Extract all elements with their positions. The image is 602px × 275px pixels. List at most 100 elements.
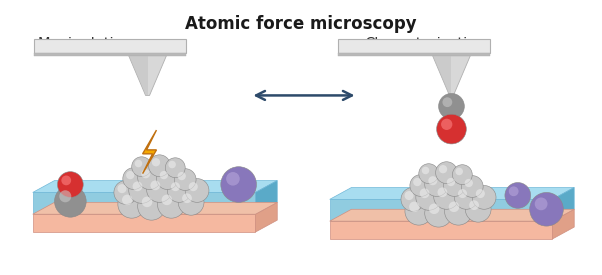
Circle shape <box>142 197 152 207</box>
Circle shape <box>126 171 134 179</box>
Circle shape <box>146 177 172 202</box>
Circle shape <box>410 175 432 196</box>
Circle shape <box>433 183 459 209</box>
Polygon shape <box>330 221 553 239</box>
Polygon shape <box>330 209 574 221</box>
Polygon shape <box>255 181 278 214</box>
Polygon shape <box>330 199 553 221</box>
Circle shape <box>167 178 191 202</box>
Circle shape <box>405 191 414 200</box>
Circle shape <box>416 185 441 210</box>
Circle shape <box>178 172 186 180</box>
Circle shape <box>425 199 453 227</box>
Circle shape <box>175 169 196 191</box>
Circle shape <box>150 180 160 190</box>
Circle shape <box>461 176 483 197</box>
Circle shape <box>441 119 452 130</box>
Polygon shape <box>33 202 278 214</box>
Circle shape <box>117 184 126 193</box>
Circle shape <box>221 167 256 202</box>
Polygon shape <box>433 56 470 95</box>
Circle shape <box>453 165 472 185</box>
Circle shape <box>182 193 192 203</box>
Circle shape <box>505 183 530 208</box>
Circle shape <box>122 195 132 205</box>
Circle shape <box>114 181 138 204</box>
Circle shape <box>169 161 176 168</box>
Circle shape <box>428 176 437 185</box>
Circle shape <box>472 186 496 209</box>
Circle shape <box>123 168 144 189</box>
Circle shape <box>152 158 160 166</box>
Polygon shape <box>553 188 574 221</box>
Circle shape <box>189 182 198 191</box>
Circle shape <box>178 189 204 215</box>
Text: Atomic force microscopy: Atomic force microscopy <box>185 15 417 33</box>
Polygon shape <box>433 56 452 95</box>
Circle shape <box>455 186 478 209</box>
Circle shape <box>439 94 464 119</box>
Circle shape <box>141 169 150 178</box>
Polygon shape <box>33 181 278 192</box>
Polygon shape <box>33 192 255 214</box>
Circle shape <box>535 197 547 210</box>
Polygon shape <box>129 56 147 95</box>
Circle shape <box>425 173 448 196</box>
Circle shape <box>530 192 563 226</box>
Circle shape <box>436 162 458 183</box>
Circle shape <box>405 197 433 225</box>
Circle shape <box>149 155 170 177</box>
Circle shape <box>436 114 467 144</box>
Polygon shape <box>338 53 490 56</box>
Circle shape <box>118 191 146 218</box>
Circle shape <box>419 164 439 183</box>
Circle shape <box>59 190 71 202</box>
Circle shape <box>442 97 452 107</box>
Polygon shape <box>34 39 186 53</box>
Circle shape <box>158 191 185 218</box>
Circle shape <box>409 202 420 212</box>
Circle shape <box>138 166 161 189</box>
Polygon shape <box>34 53 186 56</box>
Polygon shape <box>33 214 255 232</box>
Circle shape <box>132 182 143 191</box>
Circle shape <box>439 165 447 173</box>
Circle shape <box>55 186 86 217</box>
Circle shape <box>226 172 240 186</box>
Circle shape <box>465 179 473 187</box>
Circle shape <box>185 178 209 202</box>
Circle shape <box>448 202 459 212</box>
Polygon shape <box>330 188 574 199</box>
Circle shape <box>456 168 463 175</box>
Circle shape <box>129 178 155 203</box>
Circle shape <box>57 172 83 197</box>
Circle shape <box>401 188 425 211</box>
Circle shape <box>444 175 465 196</box>
Circle shape <box>429 204 439 214</box>
Circle shape <box>469 200 479 210</box>
Circle shape <box>476 189 485 198</box>
Text: Manipulation: Manipulation <box>38 37 132 52</box>
Circle shape <box>413 178 421 186</box>
Circle shape <box>447 178 455 186</box>
Circle shape <box>171 182 180 191</box>
Circle shape <box>135 160 142 167</box>
Polygon shape <box>143 130 157 174</box>
Circle shape <box>157 168 178 189</box>
Circle shape <box>160 171 168 179</box>
Polygon shape <box>129 56 166 95</box>
Circle shape <box>161 195 172 205</box>
Circle shape <box>509 186 518 196</box>
Circle shape <box>138 192 166 220</box>
Polygon shape <box>338 39 490 53</box>
Circle shape <box>465 196 491 222</box>
Text: Characterization: Characterization <box>364 37 486 52</box>
Circle shape <box>458 189 467 198</box>
Circle shape <box>61 175 71 185</box>
Circle shape <box>438 187 447 197</box>
Circle shape <box>422 167 429 174</box>
Circle shape <box>166 158 185 178</box>
Polygon shape <box>553 209 574 239</box>
Polygon shape <box>255 202 278 232</box>
Circle shape <box>132 157 152 177</box>
